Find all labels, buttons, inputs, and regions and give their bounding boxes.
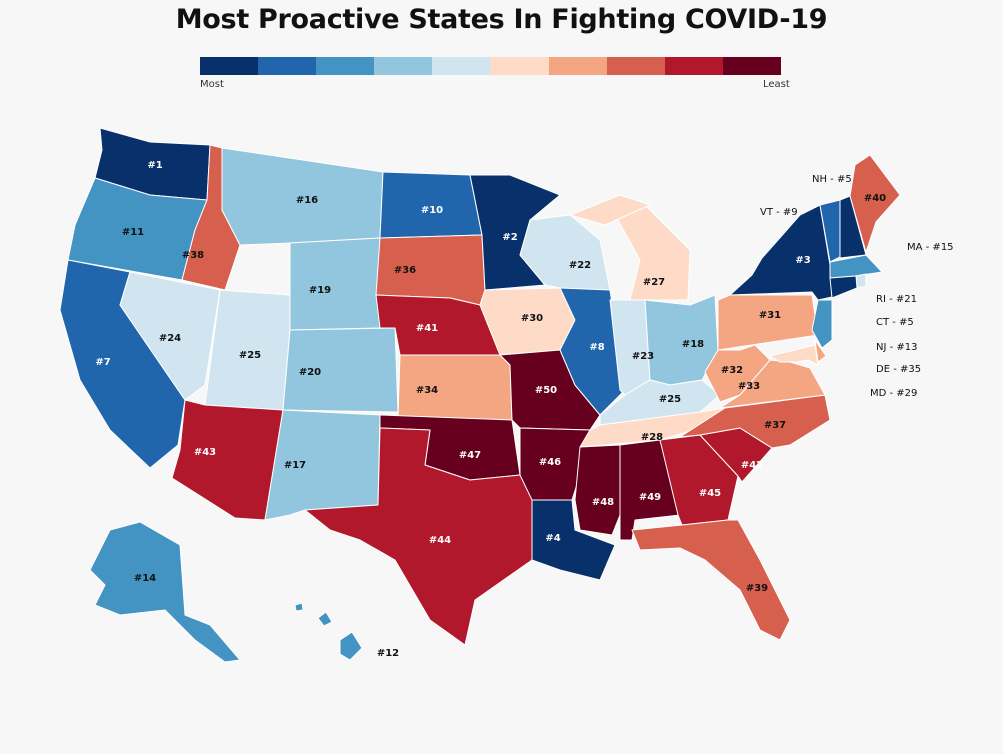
color-legend xyxy=(200,57,781,75)
state-fl[interactable] xyxy=(631,519,791,641)
callout-nj: NJ - #13 xyxy=(876,342,918,353)
state-rank-label-fl: #39 xyxy=(746,583,768,594)
state-ri[interactable] xyxy=(855,273,867,288)
state-mi[interactable] xyxy=(569,194,651,226)
state-rank-label-nv: #24 xyxy=(159,333,181,344)
state-tx[interactable] xyxy=(304,427,533,646)
state-rank-label-mo: #50 xyxy=(535,385,557,396)
state-rank-label-sc: #42 xyxy=(741,460,763,471)
legend-swatch-2 xyxy=(258,57,317,75)
state-tn[interactable] xyxy=(579,407,726,448)
legend-swatch-6 xyxy=(490,57,549,75)
legend-swatch-4 xyxy=(374,57,433,75)
state-ma[interactable] xyxy=(829,254,883,279)
state-ct[interactable] xyxy=(829,275,858,299)
state-hi[interactable] xyxy=(339,631,363,661)
state-rank-label-id: #38 xyxy=(182,250,204,261)
chart-title: Most Proactive States In Fighting COVID-… xyxy=(175,4,828,35)
callout-de: DE - #35 xyxy=(876,364,921,375)
state-nm[interactable] xyxy=(264,409,381,521)
state-rank-label-wi: #22 xyxy=(569,260,591,271)
callout-nh: NH - #5 xyxy=(812,174,852,185)
callout-ma: MA - #15 xyxy=(907,242,954,253)
state-rank-label-mi: #27 xyxy=(643,277,665,288)
state-rank-label-mn: #2 xyxy=(502,232,517,243)
legend-swatch-3 xyxy=(316,57,375,75)
state-rank-label-ia: #30 xyxy=(521,313,543,324)
legend-swatch-7 xyxy=(548,57,607,75)
state-rank-label-ny: #3 xyxy=(795,255,810,266)
state-rank-label-mt: #16 xyxy=(296,195,318,206)
state-rank-label-hi: #12 xyxy=(377,648,399,659)
state-rank-label-or: #11 xyxy=(122,227,144,238)
state-rank-label-az: #43 xyxy=(194,447,216,458)
state-rank-label-oh: #18 xyxy=(682,339,704,350)
state-rank-label-ca: #7 xyxy=(95,357,110,368)
state-rank-label-wy: #19 xyxy=(309,285,331,296)
state-de[interactable] xyxy=(814,339,827,363)
state-mi[interactable] xyxy=(614,199,691,301)
state-rank-label-ms: #48 xyxy=(592,497,614,508)
legend-swatch-5 xyxy=(432,57,491,75)
state-rank-label-me: #40 xyxy=(864,193,886,204)
state-wy[interactable] xyxy=(289,237,381,331)
legend-swatch-8 xyxy=(606,57,665,75)
state-ms[interactable] xyxy=(574,444,621,536)
state-rank-label-co: #20 xyxy=(299,367,321,378)
state-rank-label-ne: #41 xyxy=(416,323,438,334)
callout-ct: CT - #5 xyxy=(876,317,914,328)
legend-swatch-10 xyxy=(722,57,781,75)
state-rank-label-nc: #37 xyxy=(764,420,786,431)
state-hi[interactable] xyxy=(317,611,333,627)
state-nv[interactable] xyxy=(119,271,221,401)
state-rank-label-ok: #47 xyxy=(459,450,481,461)
callout-vt: VT - #9 xyxy=(760,207,798,218)
state-rank-label-la: #4 xyxy=(545,533,560,544)
legend-swatch-9 xyxy=(664,57,723,75)
state-rank-label-wv: #32 xyxy=(721,365,743,376)
state-rank-label-in: #23 xyxy=(632,351,654,362)
state-me[interactable] xyxy=(849,154,901,253)
state-rank-label-ks: #34 xyxy=(416,385,438,396)
state-rank-label-va: #33 xyxy=(738,381,760,392)
state-la[interactable] xyxy=(531,499,616,581)
state-md[interactable] xyxy=(769,344,819,366)
state-az[interactable] xyxy=(171,399,284,521)
state-rank-label-sd: #36 xyxy=(394,265,416,276)
legend-low-label: Most xyxy=(200,79,224,90)
state-ak[interactable] xyxy=(89,521,241,663)
state-rank-label-pa: #31 xyxy=(759,310,781,321)
state-rank-label-ut: #25 xyxy=(239,350,261,361)
state-ny[interactable] xyxy=(729,204,833,301)
state-rank-label-ky: #25 xyxy=(659,394,681,405)
legend-high-label: Least xyxy=(763,79,790,90)
state-nj[interactable] xyxy=(811,299,833,349)
callout-ri: RI - #21 xyxy=(876,294,917,305)
state-rank-label-wa: #1 xyxy=(147,160,162,171)
state-sd[interactable] xyxy=(375,234,486,306)
state-rank-label-il: #8 xyxy=(589,342,604,353)
state-pa[interactable] xyxy=(717,294,819,351)
state-rank-label-nm: #17 xyxy=(284,460,306,471)
state-hi[interactable] xyxy=(294,602,304,612)
state-rank-label-tn: #28 xyxy=(641,432,663,443)
state-rank-label-tx: #44 xyxy=(429,535,451,546)
state-rank-label-ga: #45 xyxy=(699,488,721,499)
state-rank-label-al: #49 xyxy=(639,492,661,503)
state-wv[interactable] xyxy=(704,344,771,403)
legend-swatch-1 xyxy=(200,57,259,75)
callout-md: MD - #29 xyxy=(870,388,917,399)
state-rank-label-nd: #10 xyxy=(421,205,443,216)
state-rank-label-ak: #14 xyxy=(134,573,156,584)
state-rank-label-ar: #46 xyxy=(539,457,561,468)
